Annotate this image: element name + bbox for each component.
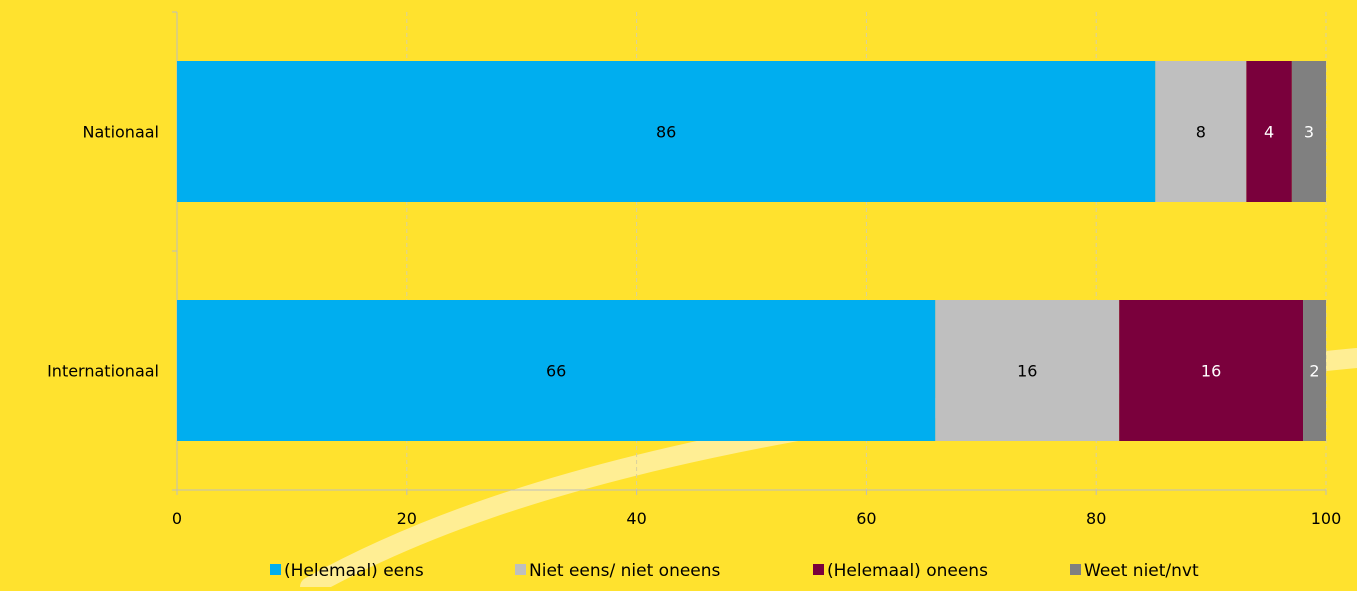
bar-segment[interactable] xyxy=(177,61,1156,202)
x-tick-label: 60 xyxy=(856,509,876,528)
x-tick-label: 100 xyxy=(1311,509,1342,528)
legend-label: Niet eens/ niet oneens xyxy=(529,561,721,581)
data-label: 16 xyxy=(1017,362,1037,381)
bar-segment[interactable] xyxy=(1303,300,1326,441)
bar-segment[interactable] xyxy=(1119,300,1304,441)
legend-label: Weet niet/nvt xyxy=(1084,561,1199,581)
data-label: 16 xyxy=(1201,362,1221,381)
legend-swatch xyxy=(1070,564,1081,575)
x-tick-label: 0 xyxy=(172,509,182,528)
legend-label: (Helemaal) oneens xyxy=(827,561,988,581)
legend-swatch xyxy=(813,564,824,575)
bar-segment[interactable] xyxy=(177,300,936,441)
data-label: 86 xyxy=(656,123,676,142)
data-label: 8 xyxy=(1196,123,1206,142)
data-label: 2 xyxy=(1309,362,1319,381)
data-label: 66 xyxy=(546,362,566,381)
legend-swatch xyxy=(270,564,281,575)
x-tick-label: 40 xyxy=(626,509,646,528)
x-tick-label: 80 xyxy=(1086,509,1106,528)
bar-segment[interactable] xyxy=(1291,61,1326,202)
legend-label: (Helemaal) eens xyxy=(284,561,424,581)
bar-segment[interactable] xyxy=(935,300,1120,441)
data-label: 3 xyxy=(1304,123,1314,142)
bar-segment[interactable] xyxy=(1246,61,1292,202)
legend-swatch xyxy=(515,564,526,575)
x-tick-label: 20 xyxy=(397,509,417,528)
category-label: Nationaal xyxy=(83,123,159,142)
data-label: 4 xyxy=(1264,123,1274,142)
bar-segment[interactable] xyxy=(1155,61,1247,202)
category-label: Internationaal xyxy=(47,362,159,381)
